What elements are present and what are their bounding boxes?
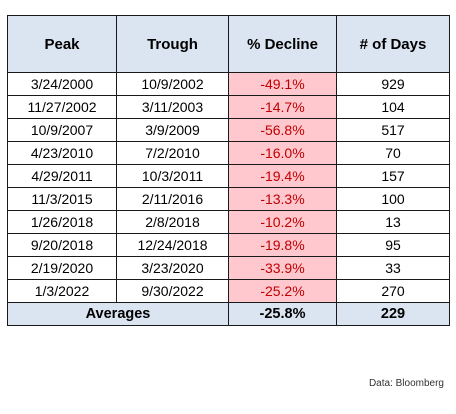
days-cell: 33 (336, 256, 450, 280)
trough-cell: 2/11/2016 (116, 187, 229, 211)
peak-cell: 4/29/2011 (7, 164, 117, 188)
header-row: Peak Trough % Decline # of Days (7, 15, 450, 73)
averages-row: Averages -25.8% 229 (7, 302, 450, 326)
decline-cell: -25.2% (228, 279, 337, 303)
trough-cell: 2/8/2018 (116, 210, 229, 234)
days-cell: 70 (336, 141, 450, 165)
decline-cell: -56.8% (228, 118, 337, 142)
days-cell: 104 (336, 95, 450, 119)
trough-cell: 3/23/2020 (116, 256, 229, 280)
peak-cell: 1/26/2018 (7, 210, 117, 234)
days-cell: 13 (336, 210, 450, 234)
source-note: Data: Bloomberg (368, 378, 444, 389)
peak-cell: 9/20/2018 (7, 233, 117, 257)
days-cell: 95 (336, 233, 450, 257)
header-trough: Trough (116, 15, 229, 73)
table-row: 10/9/2007 3/9/2009 -56.8% 517 (7, 118, 450, 142)
table-row: 1/3/2022 9/30/2022 -25.2% 270 (7, 279, 450, 303)
decline-cell: -49.1% (228, 72, 337, 96)
table-row: 2/19/2020 3/23/2020 -33.9% 33 (7, 256, 450, 280)
table-row: 9/20/2018 12/24/2018 -19.8% 95 (7, 233, 450, 257)
table-row: 3/24/2000 10/9/2002 -49.1% 929 (7, 72, 450, 96)
peak-cell: 2/19/2020 (7, 256, 117, 280)
decline-cell: -19.8% (228, 233, 337, 257)
peak-cell: 4/23/2010 (7, 141, 117, 165)
decline-cell: -16.0% (228, 141, 337, 165)
trough-cell: 12/24/2018 (116, 233, 229, 257)
days-cell: 100 (336, 187, 450, 211)
decline-cell: -14.7% (228, 95, 337, 119)
decline-cell: -19.4% (228, 164, 337, 188)
days-cell: 157 (336, 164, 450, 188)
table-row: 4/23/2010 7/2/2010 -16.0% 70 (7, 141, 450, 165)
peak-cell: 3/24/2000 (7, 72, 117, 96)
trough-cell: 7/2/2010 (116, 141, 229, 165)
header-peak: Peak (7, 15, 117, 73)
peak-cell: 11/3/2015 (7, 187, 117, 211)
decline-cell: -10.2% (228, 210, 337, 234)
table-row: 1/26/2018 2/8/2018 -10.2% 13 (7, 210, 450, 234)
decline-cell: -33.9% (228, 256, 337, 280)
days-cell: 929 (336, 72, 450, 96)
trough-cell: 3/11/2003 (116, 95, 229, 119)
table-row: 11/3/2015 2/11/2016 -13.3% 100 (7, 187, 450, 211)
cropped-text-top (0, 0, 456, 14)
trough-cell: 10/9/2002 (116, 72, 229, 96)
days-cell: 517 (336, 118, 450, 142)
average-decline: -25.8% (228, 302, 337, 326)
peak-cell: 11/27/2002 (7, 95, 117, 119)
trough-cell: 10/3/2011 (116, 164, 229, 188)
header-decline: % Decline (228, 15, 337, 73)
trough-cell: 3/9/2009 (116, 118, 229, 142)
averages-label: Averages (7, 302, 229, 326)
table-row: 11/27/2002 3/11/2003 -14.7% 104 (7, 95, 450, 119)
cropped-text-bottom (0, 405, 456, 414)
header-days: # of Days (336, 15, 450, 73)
peak-cell: 1/3/2022 (7, 279, 117, 303)
peak-cell: 10/9/2007 (7, 118, 117, 142)
table-row: 4/29/2011 10/3/2011 -19.4% 157 (7, 164, 450, 188)
drawdown-table: Peak Trough % Decline # of Days 3/24/200… (7, 15, 450, 326)
days-cell: 270 (336, 279, 450, 303)
trough-cell: 9/30/2022 (116, 279, 229, 303)
decline-cell: -13.3% (228, 187, 337, 211)
average-days: 229 (336, 302, 450, 326)
